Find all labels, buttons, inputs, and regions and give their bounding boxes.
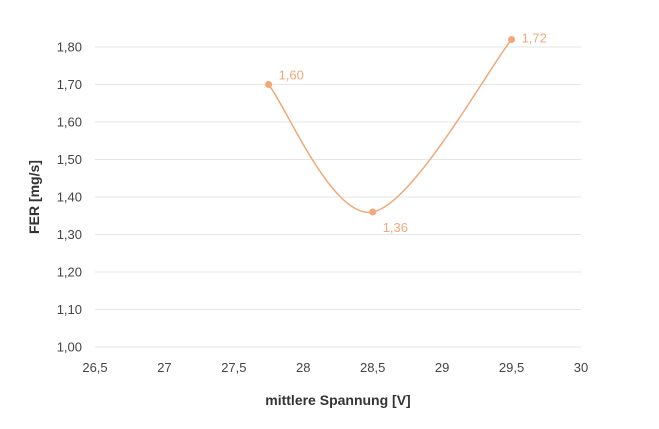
x-tick-label: 27 <box>157 360 171 375</box>
series-group: 1,60 1,36 1,72 <box>265 31 547 235</box>
y-tick-label: 1,20 <box>57 265 82 280</box>
y-tick-label: 1,10 <box>57 302 82 317</box>
y-tick-label: 1,40 <box>57 190 82 205</box>
x-tick-label: 29,5 <box>499 360 524 375</box>
x-axis-ticks: 26,5 27 27,5 28 28,5 29 29,5 30 <box>82 360 588 375</box>
y-tick-label: 1,70 <box>57 77 82 92</box>
data-point <box>369 208 377 216</box>
x-tick-label: 28 <box>296 360 310 375</box>
x-axis-title: mittlere Spannung [V] <box>265 392 410 408</box>
data-label: 1,36 <box>383 220 408 235</box>
data-label: 1,60 <box>279 68 304 83</box>
x-tick-label: 26,5 <box>82 360 107 375</box>
data-label: 1,72 <box>522 31 547 46</box>
y-axis-title: FER [mg/s] <box>26 160 42 234</box>
x-tick-label: 29 <box>435 360 449 375</box>
data-point <box>265 81 273 88</box>
y-tick-label: 1,30 <box>57 227 82 242</box>
series-line <box>267 39 513 213</box>
y-tick-label: 1,00 <box>57 340 82 355</box>
data-point <box>508 36 516 43</box>
y-axis-ticks: 1,00 1,10 1,20 1,30 1,40 1,50 1,60 1,70 1,80 <box>57 40 82 355</box>
grid-lines <box>95 46 581 348</box>
x-tick-label: 30 <box>574 360 588 375</box>
y-tick-label: 1,80 <box>57 40 82 55</box>
x-tick-label: 28,5 <box>360 360 385 375</box>
y-tick-label: 1,50 <box>57 152 82 167</box>
x-tick-label: 27,5 <box>221 360 246 375</box>
y-tick-label: 1,60 <box>57 115 82 130</box>
